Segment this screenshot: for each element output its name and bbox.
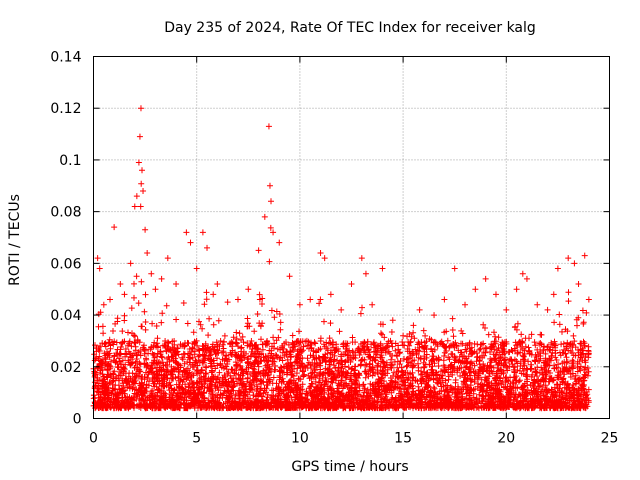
roti-peak-point — [389, 317, 396, 324]
y-tick-label: 0.04 — [50, 308, 81, 324]
roti-peak-point — [358, 255, 365, 262]
roti-peak-point — [565, 255, 572, 262]
roti-peak-point — [369, 301, 376, 308]
roti-peak-point — [462, 301, 469, 308]
roti-peak-point — [472, 286, 479, 293]
roti-peak-point — [441, 296, 448, 303]
roti-peak-point — [164, 255, 171, 262]
x-axis-label: GPS time / hours — [291, 459, 408, 475]
roti-peak-point — [173, 281, 180, 288]
roti-peak-point — [550, 291, 557, 298]
roti-peak-point — [117, 281, 124, 288]
roti-peak-point — [94, 255, 101, 262]
roti-peak-point — [379, 265, 386, 272]
y-tick-label: 0.08 — [50, 205, 81, 221]
roti-peak-point — [431, 312, 438, 319]
roti-peak-point — [107, 296, 114, 303]
roti-peak-point — [317, 250, 324, 257]
roti-peak-point — [416, 306, 423, 313]
roti-peak-point — [96, 265, 103, 272]
roti-peak-point — [575, 281, 582, 288]
roti-peak-point — [268, 198, 275, 205]
roti-peak-point — [321, 255, 328, 262]
roti-peak-point — [214, 281, 221, 288]
roti-peak-point — [121, 291, 128, 298]
roti-peak-point — [307, 296, 314, 303]
y-tick-label: 0.02 — [50, 360, 81, 376]
roti-peak-point — [148, 270, 155, 277]
roti-peak-point — [131, 203, 138, 210]
roti-peak-point — [111, 224, 118, 231]
y-axis-label: ROTI / TECUs — [7, 194, 23, 286]
x-tick-label: 20 — [497, 431, 515, 447]
roti-peak-point — [261, 213, 268, 220]
roti-peak-point — [245, 286, 252, 293]
roti-peak-point — [255, 247, 262, 254]
roti-peak-point — [338, 306, 345, 313]
roti-peak-point — [348, 281, 355, 288]
roti-peak-point — [187, 239, 194, 246]
roti-peak-point — [327, 291, 334, 298]
roti-peak-point — [193, 265, 200, 272]
y-tick-label: 0 — [73, 412, 82, 428]
axis-ticks: 0 5 10 15 20 25 0 0.02 0.04 0.06 0.08 0.1 0.12 0.14 — [50, 50, 618, 447]
roti-peak-point — [513, 286, 520, 293]
roti-peak-point — [544, 306, 551, 313]
roti-peak-point — [139, 167, 146, 174]
roti-peak-point — [400, 332, 407, 339]
roti-peak-point — [158, 275, 165, 282]
roti-peak-point — [270, 229, 277, 236]
roti-peak-point — [266, 182, 273, 189]
y-tick-label: 0.1 — [59, 153, 81, 169]
x-tick-label: 5 — [192, 431, 201, 447]
roti-peak-point — [136, 133, 143, 140]
roti-peak-point — [554, 265, 561, 272]
roti-peak-point — [152, 286, 159, 293]
roti-peak-point — [492, 291, 499, 298]
roti-peak-point — [410, 322, 417, 329]
roti-peak-point — [204, 244, 211, 251]
roti-peak-point — [451, 265, 458, 272]
roti-peak-point — [140, 187, 147, 194]
roti-peak-point — [199, 229, 206, 236]
x-tick-label: 15 — [394, 431, 412, 447]
roti-peak-point — [519, 270, 526, 277]
x-tick-label: 25 — [601, 431, 619, 447]
roti-peak-point — [224, 299, 231, 306]
roti-peak-point — [581, 252, 588, 259]
y-tick-label: 0.06 — [50, 256, 81, 272]
roti-peak-point — [276, 239, 283, 246]
roti-peak-point — [183, 229, 190, 236]
roti-background-points — [90, 180, 592, 412]
plot-frame — [93, 56, 610, 419]
y-tick-label: 0.14 — [50, 50, 81, 66]
roti-peak-point — [127, 260, 134, 267]
roti-peak-point — [286, 273, 293, 280]
roti-peak-point — [142, 226, 149, 233]
roti-peak-point — [571, 260, 578, 267]
roti-peak-point — [144, 250, 151, 257]
chart-title: Day 235 of 2024, Rate Of TEC Index for r… — [164, 20, 536, 36]
roti-peak-point — [362, 270, 369, 277]
roti-peak-point — [135, 159, 142, 166]
roti-peak-point — [133, 193, 140, 200]
roti-peak-point — [523, 275, 530, 282]
data-points — [90, 105, 592, 412]
x-tick-label: 0 — [89, 431, 98, 447]
roti-peak-point — [420, 327, 427, 334]
roti-peak-point — [534, 301, 541, 308]
roti-peak-point — [100, 301, 107, 308]
roti-peak-point — [296, 301, 303, 308]
roti-peak-point — [234, 296, 241, 303]
y-tick-label: 0.12 — [50, 101, 81, 117]
x-tick-label: 10 — [291, 431, 309, 447]
roti-peak-point — [503, 306, 510, 313]
roti-peak-point — [265, 123, 272, 130]
roti-peak-point — [210, 291, 217, 298]
roti-peak-point — [585, 296, 592, 303]
roti-peak-point — [137, 105, 144, 112]
roti-peak-point — [482, 275, 489, 282]
